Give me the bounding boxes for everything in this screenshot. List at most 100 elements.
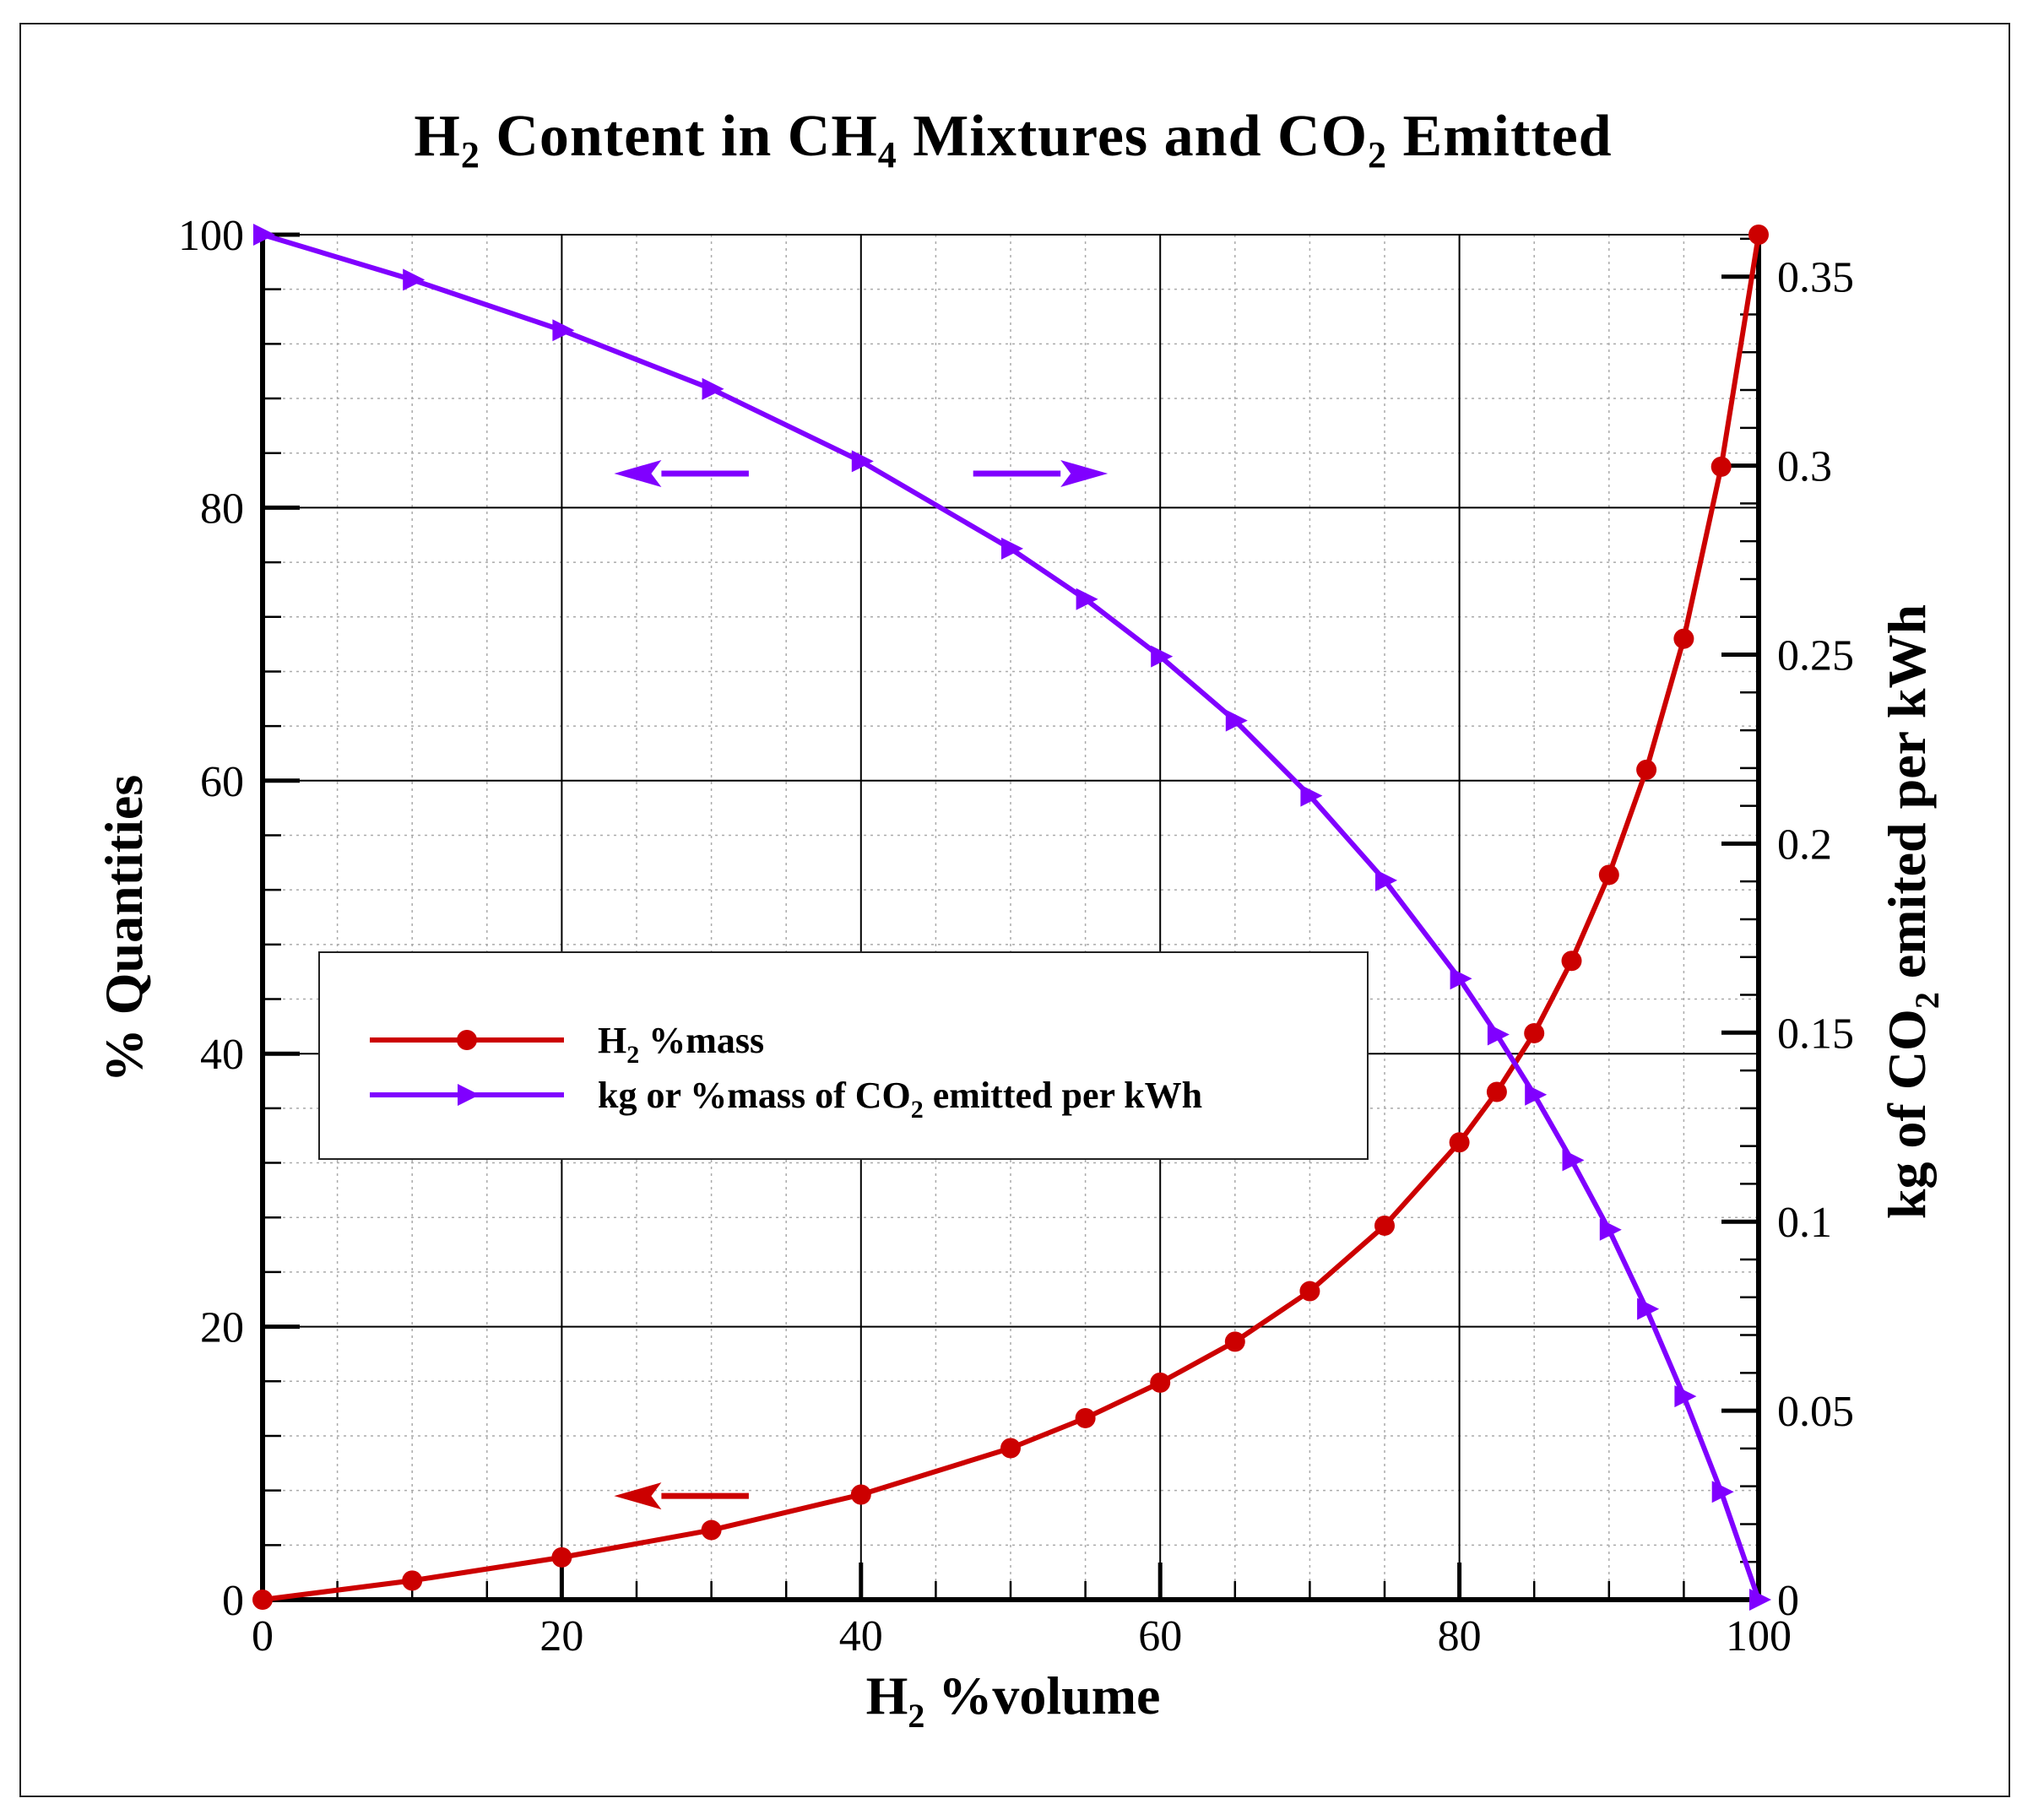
x-tick-label: 20 <box>539 1612 583 1660</box>
data-point <box>1450 967 1472 990</box>
x-axis-title-pre: H <box>866 1666 908 1725</box>
data-point <box>1075 1407 1096 1428</box>
right-tick-label: 0.05 <box>1777 1388 1854 1436</box>
legend-label-co2-pre: kg or %mass of CO <box>598 1075 911 1116</box>
series-1 <box>253 224 1771 1611</box>
arrow-left <box>614 1482 749 1510</box>
left-tick-label: 60 <box>200 758 244 806</box>
data-point <box>1599 1218 1622 1241</box>
chart-title-sub2: 4 <box>878 134 897 176</box>
arrow-head <box>614 459 662 487</box>
legend-marker-h2-mass <box>457 1030 477 1050</box>
legend-label-h2-mass-pre: H <box>598 1020 626 1061</box>
right-tick-label: 0 <box>1777 1577 1799 1625</box>
legend-label-co2-sub: 2 <box>911 1096 924 1124</box>
legend-box <box>318 951 1369 1160</box>
data-point <box>402 1570 423 1591</box>
x-axis-title-post: %volume <box>924 1666 1160 1725</box>
x-tick-label: 80 <box>1438 1612 1482 1660</box>
data-point <box>252 1590 273 1610</box>
chart-title-mid: Content in CH <box>480 104 878 169</box>
data-point <box>1150 1372 1171 1393</box>
data-point <box>1076 588 1098 610</box>
data-point <box>1524 1022 1545 1043</box>
arrow-left <box>614 459 749 487</box>
data-point <box>1562 1149 1585 1172</box>
data-point <box>851 450 874 473</box>
data-point <box>1710 456 1732 477</box>
x-axis-ticks: 0 20 40 60 80 100 <box>252 1563 1792 1660</box>
right-axis-title-pre: kg of CO <box>1877 1009 1937 1219</box>
arrow-head <box>1060 459 1109 487</box>
chart-title-sub3: 2 <box>1368 134 1387 176</box>
series-0 <box>252 225 1769 1610</box>
legend: H2 %mass kg or %mass of CO2 emitted per … <box>318 951 1369 1160</box>
data-point <box>552 319 575 342</box>
data-point <box>1673 628 1694 649</box>
legend-label-co2-post: emitted per kWh <box>924 1075 1202 1116</box>
data-point <box>551 1546 572 1568</box>
right-axis-title-sub: 2 <box>1908 992 1946 1009</box>
legend-marker-co2 <box>458 1084 480 1106</box>
data-point <box>1000 1438 1021 1459</box>
data-point <box>1637 1297 1660 1320</box>
data-point <box>1300 784 1323 807</box>
data-point <box>1449 1132 1470 1153</box>
chart-title-sub1: 2 <box>461 134 480 176</box>
left-tick-label: 100 <box>178 212 244 260</box>
series-line <box>262 234 1761 1602</box>
x-axis-title: H2 %volume <box>866 1666 1161 1735</box>
data-point <box>253 224 275 246</box>
data-point <box>702 377 724 400</box>
arrow-right <box>973 459 1109 487</box>
legend-label-h2-mass-post: %mass <box>639 1020 764 1061</box>
data-point <box>1001 537 1023 560</box>
data-point <box>1225 709 1248 732</box>
left-tick-label: 0 <box>222 1577 244 1625</box>
data-point <box>1486 1081 1507 1102</box>
data-point <box>1711 1481 1734 1503</box>
legend-label-h2-mass-sub: 2 <box>626 1041 639 1069</box>
chart-title-post: Emitted <box>1387 104 1613 169</box>
data-point <box>1299 1281 1320 1302</box>
x-tick-label: 60 <box>1138 1612 1182 1660</box>
data-point <box>403 268 426 291</box>
left-tick-label: 80 <box>200 485 244 533</box>
chart-title-mid2: Mixtures and CO <box>897 104 1368 169</box>
data-point <box>1561 951 1582 972</box>
left-tick-label: 40 <box>200 1031 244 1079</box>
right-axis-ticks: 0 0.05 0.1 0.15 0.2 0.25 0.3 0.35 <box>1721 237 1854 1625</box>
right-tick-label: 0.3 <box>1777 443 1832 491</box>
right-tick-label: 0.15 <box>1777 1010 1854 1058</box>
data-point <box>1224 1331 1245 1352</box>
right-tick-label: 0.35 <box>1777 254 1854 302</box>
x-axis-title-sub: 2 <box>908 1697 924 1735</box>
right-tick-label: 0.25 <box>1777 632 1854 680</box>
x-tick-label: 0 <box>252 1612 274 1660</box>
right-axis-title: kg of CO2 emited per kWh <box>1877 604 1946 1219</box>
left-tick-label: 20 <box>200 1304 244 1352</box>
series-line <box>262 232 1761 1601</box>
right-tick-label: 0.1 <box>1777 1199 1832 1247</box>
data-point <box>1748 225 1769 245</box>
data-point <box>1674 1385 1697 1408</box>
x-tick-label: 40 <box>839 1612 883 1660</box>
data-point <box>1749 1589 1771 1611</box>
series-layer <box>252 224 1771 1611</box>
chart-title-pre: H <box>414 104 460 169</box>
data-point <box>1375 869 1397 891</box>
data-point <box>1636 759 1657 780</box>
legend-label-co2: kg or %mass of CO2 emitted per kWh <box>598 1075 1202 1124</box>
chart-title: H2 Content in CH4 Mixtures and CO2 Emitt… <box>414 104 1612 176</box>
x-tick-label: 100 <box>1726 1612 1792 1660</box>
data-point <box>1487 1023 1510 1046</box>
left-axis-title: % Quantities <box>94 775 154 1082</box>
arrow-annotations <box>614 459 1109 1510</box>
data-point <box>850 1484 871 1505</box>
data-point <box>1525 1083 1548 1106</box>
arrow-head <box>614 1482 662 1510</box>
data-point <box>1374 1215 1395 1236</box>
right-tick-label: 0.2 <box>1777 821 1832 869</box>
frame-border <box>19 23 2010 1797</box>
